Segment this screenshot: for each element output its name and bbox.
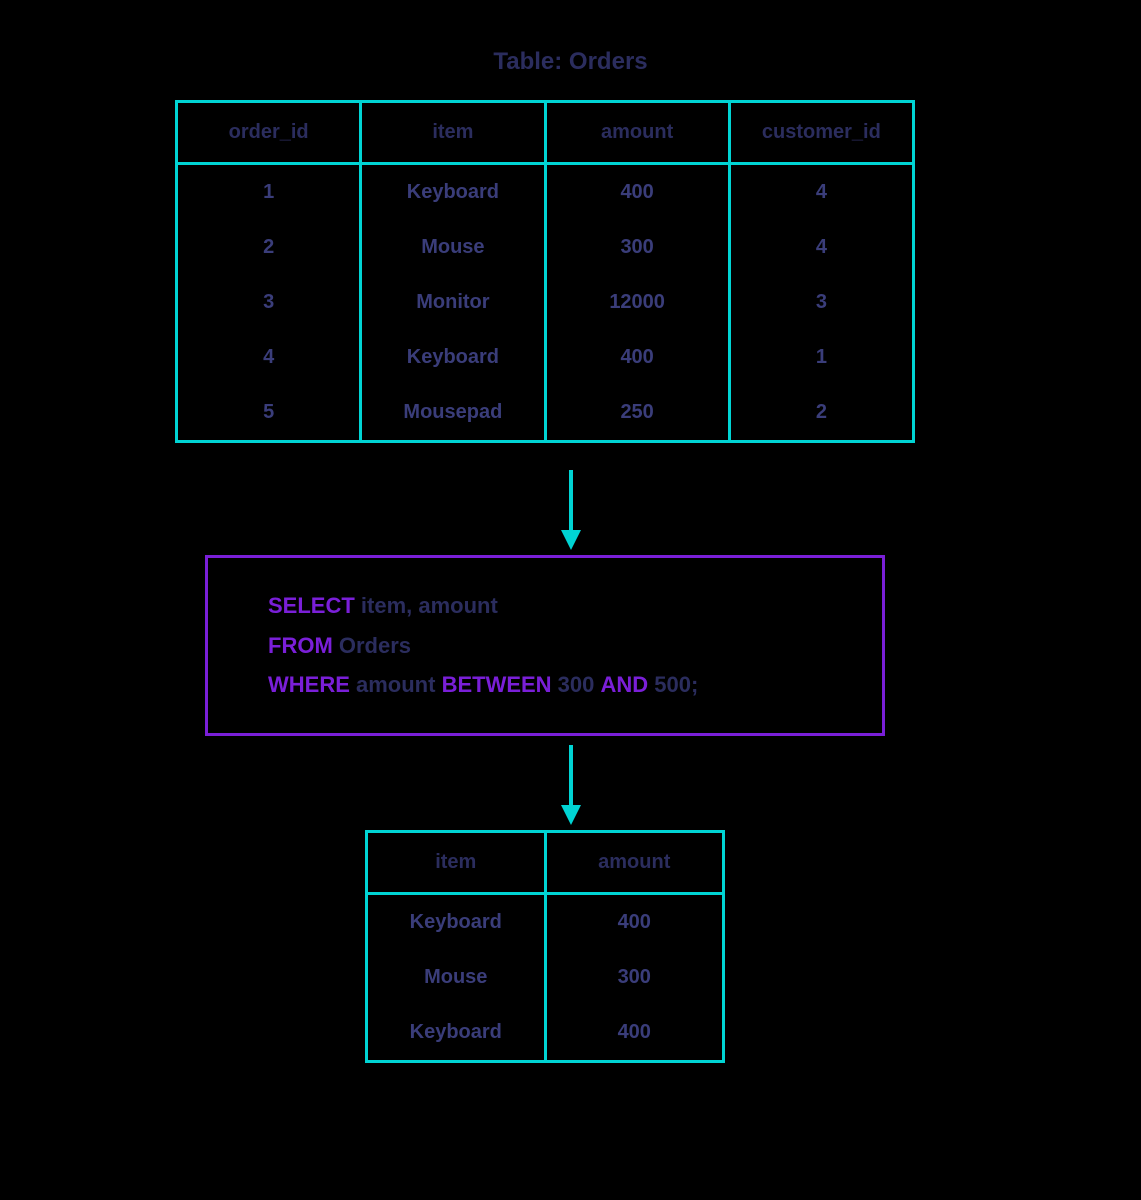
sql-text: amount [350,672,442,697]
table-cell: 300 [547,950,723,1005]
orders-table-body: 1Keyboard40042Mouse30043Monitor1200034Ke… [178,165,912,440]
table-cell: 3 [731,275,912,330]
page-title: Table: Orders [0,48,1141,76]
col-header-customer-id: customer_id [731,103,912,162]
table-cell: 1 [731,330,912,385]
table-cell: Keyboard [362,330,546,385]
table-cell: 250 [547,385,731,440]
table-cell: 4 [731,165,912,220]
table-row: Keyboard400 [368,895,722,950]
result-table-header: item amount [368,833,722,895]
table-row: 4Keyboard4001 [178,330,912,385]
table-cell: Keyboard [368,895,547,950]
table-cell: 4 [731,220,912,275]
sql-keyword: AND [601,672,649,697]
col-header-amount-result: amount [547,833,723,892]
table-cell: 2 [178,220,362,275]
col-header-item: item [362,103,546,162]
col-header-item-result: item [368,833,547,892]
table-cell: 4 [178,330,362,385]
table-cell: 300 [547,220,731,275]
sql-text: 300 [552,672,601,697]
orders-table: order_id item amount customer_id 1Keyboa… [175,100,915,443]
sql-keyword: SELECT [268,593,355,618]
sql-keyword: BETWEEN [442,672,552,697]
table-cell: 400 [547,1005,723,1060]
sql-text: item, amount [355,593,498,618]
col-header-order-id: order_id [178,103,362,162]
table-cell: Keyboard [362,165,546,220]
table-row: 2Mouse3004 [178,220,912,275]
result-table: item amount Keyboard400Mouse300Keyboard4… [365,830,725,1063]
sql-text: Orders [333,633,411,658]
table-cell: 400 [547,165,731,220]
table-cell: Mouse [362,220,546,275]
sql-query-box: SELECT item, amount FROM Orders WHERE amou… [205,555,885,736]
table-row: 3Monitor120003 [178,275,912,330]
sql-keyword: WHERE [268,672,350,697]
sql-text: 500; [648,672,698,697]
sql-keyword: FROM [268,633,333,658]
table-cell: 1 [178,165,362,220]
result-table-body: Keyboard400Mouse300Keyboard400 [368,895,722,1060]
table-cell: 12000 [547,275,731,330]
table-cell: 2 [731,385,912,440]
table-cell: 3 [178,275,362,330]
arrow-down-2-icon [556,745,586,825]
table-cell: 400 [547,895,723,950]
table-row: 1Keyboard4004 [178,165,912,220]
table-cell: Mouse [368,950,547,1005]
table-cell: 400 [547,330,731,385]
table-cell: Mousepad [362,385,546,440]
table-cell: 5 [178,385,362,440]
col-header-amount: amount [547,103,731,162]
table-row: Keyboard400 [368,1005,722,1060]
table-row: 5Mousepad2502 [178,385,912,440]
table-row: Mouse300 [368,950,722,1005]
orders-table-header: order_id item amount customer_id [178,103,912,165]
table-cell: Monitor [362,275,546,330]
arrow-down-1-icon [556,470,586,550]
table-cell: Keyboard [368,1005,547,1060]
